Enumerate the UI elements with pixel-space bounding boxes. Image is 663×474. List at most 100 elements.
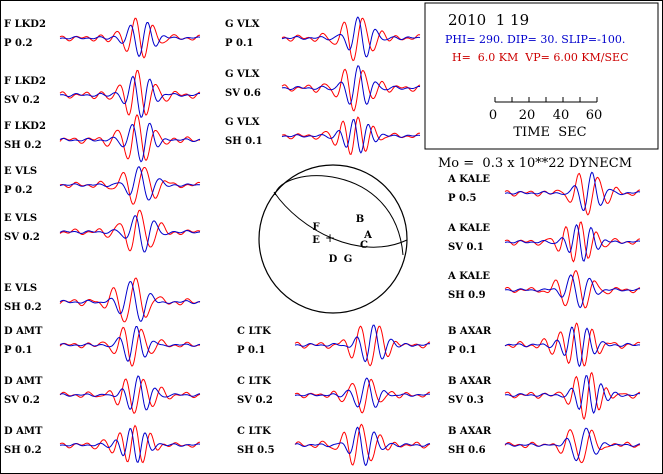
observed-waveform: [59, 375, 201, 411]
trace-lkd2-p: F LKD2 P 0.2: [4, 17, 201, 59]
observed-waveform: [59, 280, 201, 323]
trace-component-label: SH 0.9: [448, 290, 486, 301]
trace-component-label: P 0.1: [225, 38, 253, 49]
synthetic-waveform: [59, 378, 201, 414]
trace-component-label: P 0.2: [4, 38, 32, 49]
trace-station-label: D AMT: [4, 426, 43, 437]
trace-station-label: C LTK: [237, 426, 271, 437]
trace-station-label: C LTK: [237, 376, 271, 387]
event-date: 2010 1 19: [448, 11, 529, 29]
trace-kale-sv: A KALE SV 0.1: [447, 221, 641, 263]
beachball-station-F: F: [312, 222, 319, 233]
trace-amt-sv: D AMT SV 0.2: [4, 375, 201, 414]
trace-vlx-sv: G VLX SV 0.6: [225, 65, 421, 112]
trace-axar-sh: B AXAR SH 0.6: [448, 426, 641, 464]
trace-station-label: G VLX: [225, 19, 260, 30]
synthetic-waveform: [59, 17, 200, 59]
depth-velocity: H= 6.0 KM VP= 6.00 KM/SEC: [452, 51, 628, 64]
trace-vls-sv: E VLS SV 0.2: [4, 209, 201, 253]
trace-vlx-p: G VLX P 0.1: [225, 16, 421, 62]
trace-station-label: D AMT: [4, 326, 43, 337]
beachball-station-B: B: [356, 214, 364, 225]
observed-waveform: [59, 75, 201, 118]
observed-waveform: [281, 16, 421, 58]
observed-waveform: [59, 122, 201, 163]
trace-amt-p: D AMT P 0.1: [4, 326, 201, 367]
synthetic-waveform: [281, 116, 421, 156]
time-scale-tick-0: 0: [489, 108, 497, 123]
station-kale: A KALE P 0.5 A KALE SV 0.1 A KALE SH 0.9: [447, 171, 641, 309]
trace-component-label: SH 0.2: [4, 302, 42, 313]
trace-component-label: SV 0.3: [448, 395, 484, 406]
trace-component-label: P 0.1: [237, 345, 265, 356]
trace-lkd2-sh: F LKD2 SH 0.2: [4, 114, 201, 163]
beachball-station-G: G: [344, 254, 353, 265]
time-scale-label: TIME SEC: [513, 125, 586, 140]
seismic-moment: Mo = 0.3 x 10**22 DYNECM: [438, 156, 632, 171]
observed-waveform: [281, 65, 421, 106]
trace-station-label: A KALE: [447, 223, 490, 234]
observed-waveform: [59, 214, 200, 253]
observed-waveform: [504, 427, 641, 462]
trace-station-label: E VLS: [4, 213, 37, 224]
trace-axar-p: B AXAR P 0.1: [448, 322, 641, 368]
observed-waveform: [281, 118, 421, 154]
trace-station-label: E VLS: [4, 283, 37, 294]
station-axar: B AXAR P 0.1 B AXAR SV 0.3 B AXAR SH 0.6: [448, 322, 641, 464]
trace-station-label: F LKD2: [4, 76, 46, 87]
synthetic-waveform: [59, 69, 201, 116]
station-lkd2: F LKD2 P 0.2 F LKD2 SV 0.2 F LKD2 SH 0.2: [4, 17, 201, 163]
synthetic-waveform: [504, 270, 641, 309]
trace-component-label: SH 0.2: [4, 140, 42, 151]
observed-waveform: [504, 274, 641, 309]
beachball-station-D: D: [329, 254, 338, 265]
trace-station-label: A KALE: [447, 174, 490, 185]
trace-station-label: E VLS: [4, 166, 37, 177]
beachball-station-E: E: [312, 235, 320, 246]
trace-axar-sv: B AXAR SV 0.3: [448, 371, 641, 421]
station-ltk: C LTK P 0.1 C LTK SV 0.2 C LTK SH 0.5: [237, 324, 431, 466]
synthetic-waveform: [59, 424, 200, 464]
observed-waveform: [504, 171, 641, 212]
trace-component-label: SH 0.6: [448, 445, 486, 456]
time-scale-tick-40: 40: [553, 108, 570, 123]
trace-station-label: B AXAR: [448, 376, 492, 387]
trace-vls-sh: E VLS SH 0.2: [4, 277, 201, 323]
observed-waveform: [504, 375, 641, 414]
trace-component-label: SH 0.5: [237, 445, 275, 456]
synthetic-waveform: [504, 172, 641, 216]
trace-component-label: SH 0.1: [225, 136, 263, 147]
trace-ltk-sv: C LTK SV 0.2: [237, 376, 431, 414]
trace-component-label: SV 0.6: [225, 88, 261, 99]
beachball-circle: [258, 164, 408, 314]
trace-component-label: SV 0.1: [448, 242, 484, 253]
trace-station-label: G VLX: [225, 117, 260, 128]
trace-vls-p: E VLS P 0.2: [4, 166, 201, 205]
trace-component-label: P 0.1: [448, 345, 476, 356]
trace-station-label: D AMT: [4, 376, 43, 387]
trace-component-label: P 0.2: [4, 185, 32, 196]
trace-vlx-sh: G VLX SH 0.1: [225, 116, 421, 156]
synthetic-waveform: [294, 325, 431, 367]
observed-waveform: [59, 326, 201, 363]
observed-waveform: [504, 223, 641, 262]
observed-waveform: [294, 426, 431, 466]
station-vls: E VLS P 0.2 E VLS SV 0.2 E VLS SH 0.2: [4, 166, 201, 323]
trace-station-label: C LTK: [237, 326, 271, 337]
synthetic-waveform: [504, 429, 641, 464]
observed-waveform: [59, 166, 201, 201]
synthetic-waveform: [59, 326, 201, 367]
mechanism-parameters: PHI= 290. DIP= 30. SLIP=-100.: [445, 33, 625, 46]
trace-kale-sh: A KALE SH 0.9: [447, 270, 641, 309]
trace-component-label: SV 0.2: [4, 95, 40, 106]
nodal-plane-2: [273, 191, 408, 248]
trace-ltk-p: C LTK P 0.1: [237, 324, 431, 367]
synthetic-waveform: [504, 221, 640, 263]
time-scale-bar: 0 20 40 60 TIME SEC: [489, 97, 602, 140]
trace-station-label: G VLX: [225, 69, 260, 80]
trace-component-label: SV 0.2: [237, 395, 273, 406]
trace-component-label: SH 0.2: [4, 445, 42, 456]
trace-lkd2-sv: F LKD2 SV 0.2: [4, 69, 201, 118]
